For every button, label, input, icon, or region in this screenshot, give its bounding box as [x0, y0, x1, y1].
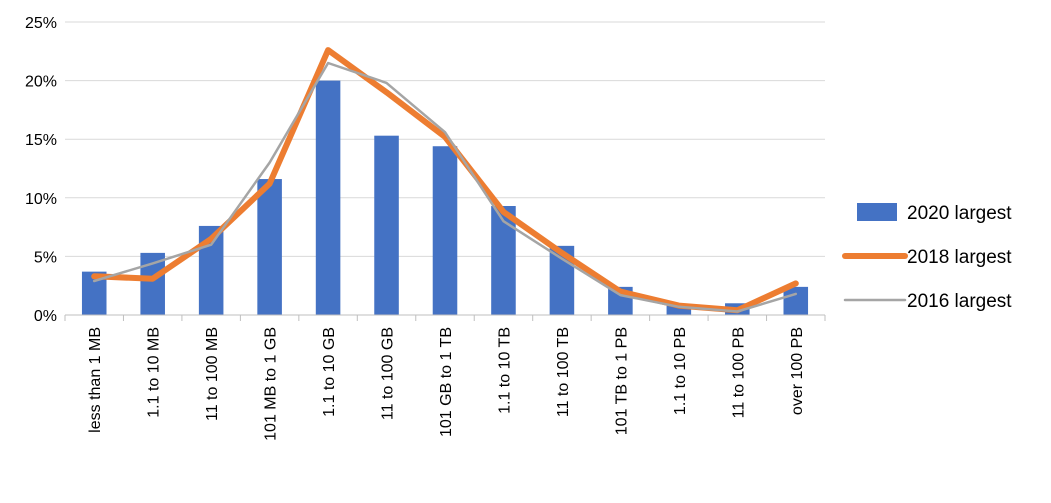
y-tick-label: 0% — [34, 308, 57, 325]
legend-label: 2018 largest — [907, 247, 1012, 268]
y-tick-label: 5% — [34, 249, 57, 266]
x-tick-label: over 100 PB — [789, 327, 806, 415]
x-tick-label: 11 to 100 PB — [730, 327, 747, 418]
legend-swatch — [857, 203, 897, 221]
x-tick-label: 101 GB to 1 TB — [438, 327, 455, 437]
x-axis — [64, 314, 826, 321]
y-tick-label: 20% — [25, 74, 57, 91]
legend-label: 2020 largest — [907, 203, 1012, 224]
bar — [374, 135, 399, 315]
x-tick-label: 1.1 to 10 GB — [321, 327, 338, 417]
bar — [666, 305, 692, 315]
y-tick-label: 25% — [25, 15, 57, 32]
legend-label: 2016 largest — [907, 291, 1012, 312]
line-series — [91, 47, 799, 314]
series-line — [92, 61, 798, 313]
y-axis-labels: 0% 5% 10% 15% 20% 25% — [25, 15, 57, 325]
x-tick-label: 1.1 to 10 MB — [146, 327, 163, 418]
x-tick-label: less than 1 MB — [87, 327, 104, 433]
x-axis-labels: less than 1 MB 1.1 to 10 MB 11 to 100 MB 10… — [87, 327, 806, 441]
x-tick-label: 1.1 to 10 PB — [672, 327, 689, 415]
bar — [315, 80, 341, 315]
bar — [257, 179, 282, 315]
x-tick-label: 1.1 to 10 TB — [496, 327, 513, 414]
bar-series-2020 — [81, 80, 809, 315]
x-tick-label: 11 to 100 TB — [555, 327, 572, 417]
bar — [432, 146, 458, 315]
x-tick-label: 101 TB to 1 PB — [613, 327, 630, 435]
x-tick-label: 101 MB to 1 GB — [263, 327, 280, 441]
bar — [783, 286, 809, 315]
legend: 2020 largest 2018 largest 2016 largest — [842, 203, 1012, 312]
x-tick-label: 11 to 100 MB — [204, 327, 221, 421]
bar — [491, 206, 516, 315]
x-tick-label: 11 to 100 GB — [380, 327, 397, 420]
y-tick-label: 15% — [25, 132, 57, 149]
y-tick-label: 10% — [25, 191, 57, 208]
